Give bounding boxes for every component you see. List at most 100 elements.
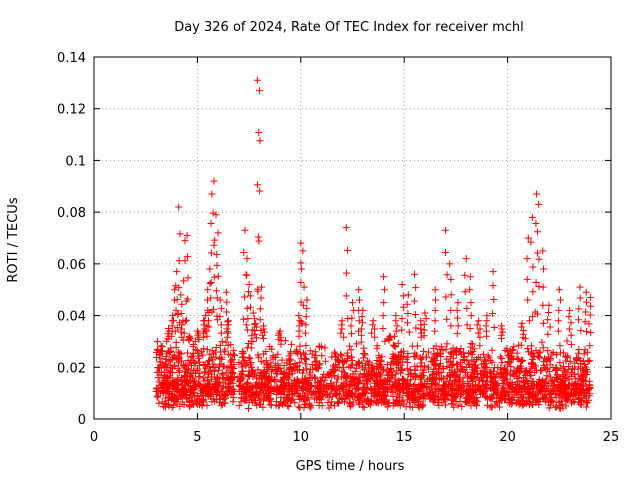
data-point bbox=[223, 308, 231, 316]
data-point bbox=[208, 190, 216, 198]
band-point bbox=[556, 359, 564, 367]
data-point bbox=[224, 321, 232, 329]
band-point bbox=[459, 366, 467, 374]
data-point bbox=[359, 306, 367, 314]
band-point bbox=[468, 356, 476, 364]
band-point bbox=[194, 349, 202, 357]
data-point bbox=[403, 300, 411, 308]
band-point bbox=[385, 378, 393, 386]
band-point bbox=[186, 389, 194, 397]
band-point bbox=[528, 377, 536, 385]
band-point bbox=[512, 380, 520, 388]
band-point bbox=[207, 366, 215, 374]
band-point bbox=[524, 387, 532, 395]
band-point bbox=[484, 352, 492, 360]
data-point bbox=[576, 283, 584, 291]
band-point bbox=[277, 398, 285, 406]
band-point bbox=[319, 373, 327, 381]
band-point bbox=[260, 390, 268, 398]
band-point bbox=[391, 343, 399, 351]
band-point bbox=[432, 380, 440, 388]
data-point bbox=[218, 337, 226, 345]
band-point bbox=[332, 378, 340, 386]
band-point bbox=[275, 364, 283, 372]
data-point bbox=[297, 259, 305, 267]
band-point bbox=[420, 347, 428, 355]
band-point bbox=[488, 358, 496, 366]
band-point bbox=[569, 396, 577, 404]
band-point bbox=[448, 379, 456, 387]
data-point bbox=[178, 333, 186, 341]
data-point bbox=[489, 268, 497, 276]
band-point bbox=[266, 401, 274, 409]
data-point bbox=[539, 283, 547, 291]
band-point bbox=[277, 393, 285, 401]
band-point bbox=[182, 367, 190, 375]
band-point bbox=[155, 363, 163, 371]
data-point bbox=[211, 236, 219, 244]
band-point bbox=[211, 382, 219, 390]
band-point bbox=[307, 404, 315, 412]
band-point bbox=[249, 398, 257, 406]
data-point bbox=[467, 312, 475, 320]
band-point bbox=[536, 376, 544, 384]
band-point bbox=[267, 377, 275, 385]
band-point bbox=[505, 385, 513, 393]
data-point bbox=[173, 268, 181, 276]
band-point bbox=[394, 339, 402, 347]
band-point bbox=[180, 362, 188, 370]
data-point bbox=[250, 327, 258, 335]
band-point bbox=[556, 401, 564, 409]
band-point bbox=[522, 367, 530, 375]
band-point bbox=[394, 364, 402, 372]
data-point bbox=[338, 317, 346, 325]
data-point bbox=[242, 271, 250, 279]
band-point bbox=[480, 371, 487, 379]
data-point bbox=[195, 358, 203, 366]
band-point bbox=[345, 387, 353, 395]
grid-lines bbox=[94, 57, 611, 419]
data-point bbox=[498, 325, 506, 333]
band-point bbox=[363, 376, 371, 384]
band-point bbox=[320, 381, 328, 389]
data-point bbox=[539, 247, 547, 255]
band-point bbox=[302, 356, 310, 364]
band-point bbox=[303, 395, 311, 403]
band-point bbox=[280, 381, 288, 389]
data-point bbox=[206, 280, 214, 288]
band-point bbox=[468, 393, 476, 401]
band-point bbox=[197, 390, 205, 398]
band-point bbox=[285, 403, 293, 411]
band-point bbox=[334, 398, 342, 406]
band-point bbox=[449, 361, 457, 369]
data-point bbox=[453, 306, 461, 314]
band-point bbox=[340, 358, 348, 366]
band-point bbox=[368, 373, 376, 381]
band-point bbox=[540, 387, 548, 395]
data-point bbox=[443, 271, 451, 279]
band-point bbox=[567, 399, 575, 407]
data-point bbox=[567, 319, 575, 327]
band-point bbox=[438, 399, 446, 407]
data-point bbox=[213, 261, 221, 269]
band-point bbox=[395, 393, 403, 401]
band-point bbox=[273, 391, 281, 399]
band-point bbox=[399, 352, 407, 360]
band-point bbox=[361, 395, 369, 403]
band-point bbox=[492, 398, 500, 406]
data-point bbox=[185, 336, 193, 344]
data-point bbox=[243, 304, 251, 312]
band-point bbox=[581, 346, 589, 354]
band-point bbox=[176, 402, 184, 410]
band-point bbox=[295, 365, 303, 373]
data-point bbox=[544, 316, 552, 324]
band-point bbox=[199, 351, 207, 359]
band-point bbox=[393, 359, 401, 367]
data-point bbox=[251, 319, 259, 327]
band-point bbox=[485, 353, 493, 361]
band-point bbox=[335, 399, 343, 407]
band-point bbox=[462, 394, 470, 402]
x-tick-label: 15 bbox=[396, 430, 413, 445]
y-tick-label: 0.1 bbox=[65, 154, 86, 169]
data-point bbox=[171, 286, 179, 294]
